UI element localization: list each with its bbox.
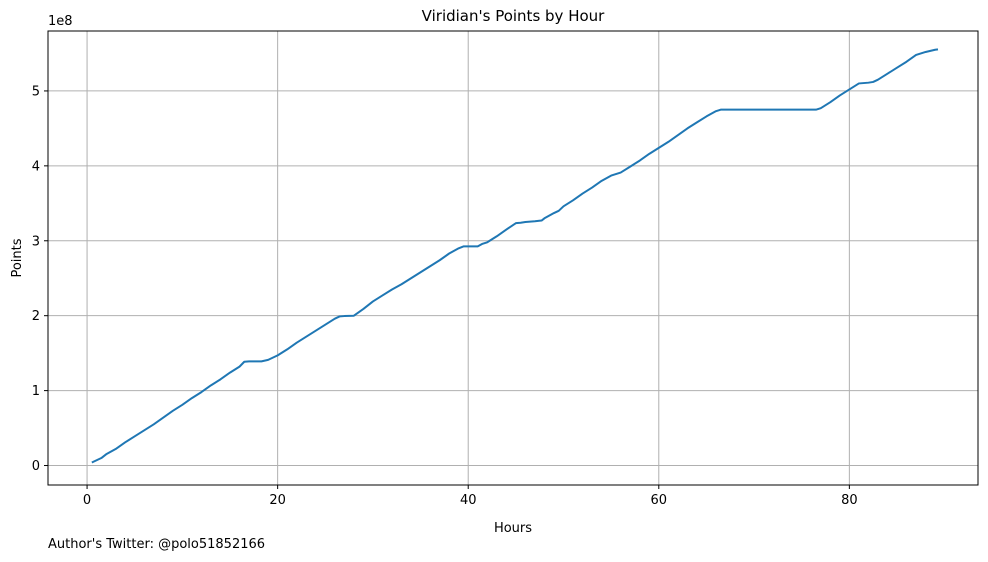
x-tick-label: 0 (83, 493, 91, 508)
grid (48, 31, 978, 485)
y-axis-label: Points (10, 238, 25, 277)
x-axis-label: Hours (494, 521, 532, 536)
y-tick-label: 5 (32, 84, 40, 99)
x-tick-label: 40 (460, 493, 477, 508)
y-tick-label: 0 (32, 459, 40, 474)
y-tick-label: 3 (32, 234, 40, 249)
series-line (91, 48, 939, 464)
y-tick-label: 4 (32, 159, 40, 174)
chart-title: Viridian's Points by Hour (422, 7, 605, 25)
x-tick-label: 80 (841, 493, 858, 508)
author-footnote: Author's Twitter: @polo51852166 (48, 537, 266, 552)
plot-frame (47, 30, 979, 486)
y-tick-label: 2 (32, 309, 40, 324)
y-tick-label: 1 (32, 384, 40, 399)
x-tick-label: 20 (269, 493, 286, 508)
y-offset-label: 1e8 (48, 14, 73, 29)
ticks: 0 20 40 60 80 0 1 2 3 4 5 (32, 84, 858, 508)
x-tick-label: 60 (651, 493, 668, 508)
